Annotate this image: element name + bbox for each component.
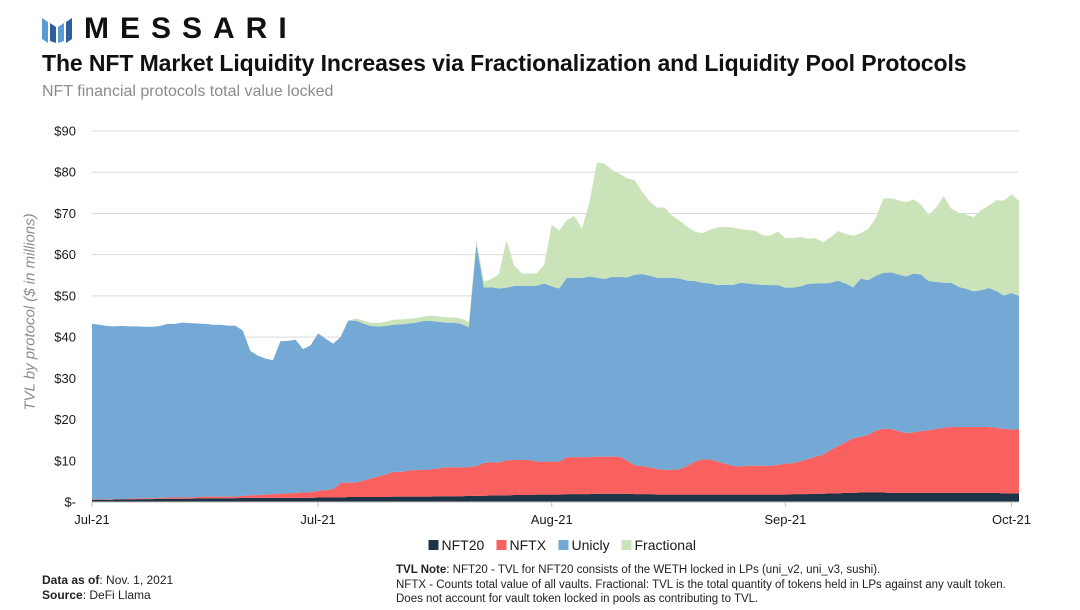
y-tick-label: $50: [54, 288, 76, 303]
legend: NFT20 NFTX Unicly Fractional: [428, 537, 696, 553]
legend-item-nft20: NFT20: [428, 537, 485, 553]
brand: MESSARI: [42, 14, 298, 44]
x-tick-label: Jul-21: [300, 512, 335, 527]
legend-swatch-fractional: [621, 540, 632, 550]
brand-name: MESSARI: [84, 12, 298, 45]
x-tick-label: Aug-21: [531, 512, 573, 527]
x-tick-label: Oct-21: [992, 512, 1031, 527]
y-tick-label: $80: [54, 165, 76, 180]
stacked-area-chart: $- $10 $20 $30 $40 $50 $60 $70 $80 $90 Jul-21 Jul-2…: [54, 124, 1031, 554]
legend-item-fractional: Fractional: [621, 537, 696, 553]
legend-item-nftx: NFTX: [496, 537, 547, 553]
legend-label-unicly: Unicly: [572, 537, 610, 553]
legend-label-nft20: NFT20: [442, 537, 485, 553]
y-tick-label: $20: [54, 412, 76, 427]
tvl-note-line-2: NFTX - Counts total value of all vaults.…: [396, 578, 1006, 591]
area-nftx: [92, 426, 1019, 500]
legend-label-fractional: Fractional: [635, 537, 696, 553]
legend-swatch-unicly: [558, 540, 569, 550]
area-fractional: [92, 162, 1019, 361]
y-tick-label: $10: [54, 453, 76, 468]
x-tick-label: Sep-21: [764, 512, 806, 527]
series-areas: [92, 162, 1019, 502]
messari-logo-icon: [42, 18, 72, 43]
x-tick-label: Jul-21: [74, 512, 109, 527]
legend-swatch-nft20: [428, 540, 439, 550]
chart-title: The NFT Market Liquidity Increases via F…: [42, 50, 967, 76]
y-tick-label: $30: [54, 371, 76, 386]
tvl-note-line-1: TVL Note: NFT20 - TVL for NFT20 consists…: [396, 564, 881, 576]
legend-item-unicly: Unicly: [558, 537, 610, 553]
data-as-of: Data as of: Nov. 1, 2021: [42, 573, 174, 587]
y-tick-label: $-: [64, 495, 76, 510]
y-tick-label: $90: [54, 124, 76, 139]
footer-meta: Data as of: Nov. 1, 2021 Source: DeFi Ll…: [42, 573, 173, 603]
tvl-note: TVL Note: NFT20 - TVL for NFT20 consists…: [396, 563, 1072, 607]
data-source: Source: DeFi Llama: [42, 588, 151, 602]
tvl-note-line-3: Does not account for vault token locked …: [396, 593, 759, 605]
chart-subtitle: NFT financial protocols total value lock…: [42, 83, 334, 100]
legend-swatch-nftx: [496, 540, 507, 550]
y-tick-label: $60: [54, 247, 76, 262]
area-unicly: [92, 244, 1019, 500]
area-nft20: [92, 492, 1019, 502]
y-tick-label: $40: [54, 330, 76, 345]
y-tick-label: $70: [54, 206, 76, 221]
legend-label-nftx: NFTX: [510, 537, 547, 553]
axis-ticks: $- $10 $20 $30 $40 $50 $60 $70 $80 $90 Jul-21 Jul-2…: [54, 124, 1031, 528]
